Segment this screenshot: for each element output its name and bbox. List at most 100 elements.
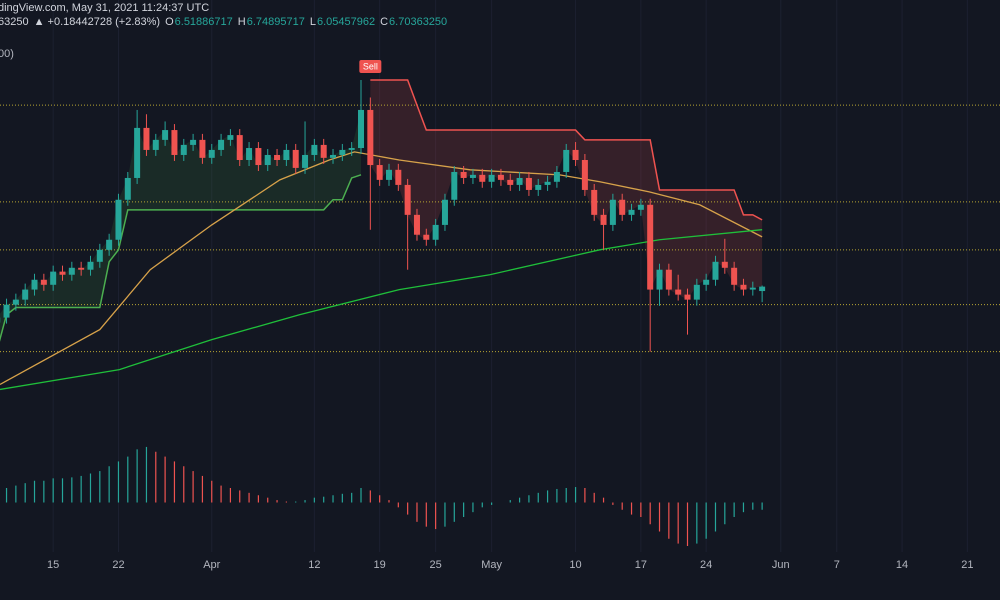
lines xyxy=(0,79,763,391)
header-text: 6.70363250 xyxy=(389,16,447,28)
header-text: 6.05457962 xyxy=(317,16,375,28)
header-source: dingView.com, May 31, 2021 11:24:37 UTC xyxy=(0,2,209,14)
oscillator xyxy=(5,446,763,546)
candle-body xyxy=(376,165,383,180)
candle-body xyxy=(721,261,728,268)
x-tick-label: Apr xyxy=(203,559,220,571)
candle-body xyxy=(358,109,365,149)
header-text: L xyxy=(310,16,316,28)
x-tick-label: 25 xyxy=(430,559,442,571)
candle-body xyxy=(712,261,719,280)
header-text: ▲ +0.18442728 (+2.83%) xyxy=(34,16,160,28)
candle-body xyxy=(292,149,299,168)
x-tick-label: 10 xyxy=(569,559,581,571)
candle-body xyxy=(684,294,691,300)
candle-body xyxy=(190,139,197,145)
candle-body xyxy=(432,224,439,240)
x-tick-label: Jun xyxy=(772,559,790,571)
x-tick-label: 17 xyxy=(635,559,647,571)
sell-label-box xyxy=(359,60,382,73)
candle-body xyxy=(87,261,94,270)
candle-body xyxy=(134,127,141,178)
header-text: 6.51886717 xyxy=(175,16,233,28)
candle-body xyxy=(236,135,243,160)
header-values: 63250 ▲ +0.18442728 (+2.83%) O 6.51886717 H 6… xyxy=(0,16,447,28)
candle-body xyxy=(731,267,738,285)
candle-body xyxy=(311,144,318,155)
candle-body xyxy=(647,204,654,290)
x-tick-label: 14 xyxy=(896,559,908,571)
candle-body xyxy=(171,130,178,155)
candle-body xyxy=(227,135,234,140)
band-line xyxy=(0,174,362,342)
candle-body xyxy=(180,144,187,155)
candle-body xyxy=(162,130,169,140)
ma-line xyxy=(0,151,763,386)
band-line xyxy=(370,79,763,221)
candle-body xyxy=(544,181,551,185)
header-text: 6.74895717 xyxy=(247,16,305,28)
candle-body xyxy=(59,271,66,275)
ma-line xyxy=(0,229,763,391)
sell-label: Sell xyxy=(363,61,378,71)
candle-body xyxy=(22,289,29,300)
candle-body xyxy=(535,184,542,190)
candle-body xyxy=(404,184,411,215)
candle-body xyxy=(330,154,337,158)
candle-body xyxy=(703,279,710,285)
candle-body xyxy=(563,149,570,172)
candle-body xyxy=(115,199,122,240)
candle-body xyxy=(320,144,327,158)
candle-body xyxy=(283,149,290,160)
candle-body xyxy=(619,199,626,215)
candle-body xyxy=(152,139,159,150)
x-tick-label: 15 xyxy=(47,559,59,571)
x-tick-label: 12 xyxy=(308,559,320,571)
labels: 15 22 Apr 12 19 25 May 10 17 24 Jun 7 14 21 Sell xyxy=(47,60,973,571)
band-fill xyxy=(0,109,362,340)
candle-body xyxy=(218,139,225,150)
candle-body xyxy=(507,179,514,185)
candle-body xyxy=(31,279,38,290)
candle-body xyxy=(264,154,271,166)
candle-body xyxy=(441,199,448,225)
header-text: H xyxy=(238,16,246,28)
candle-body xyxy=(451,171,458,200)
candle-body xyxy=(665,269,672,290)
header-text: 63250 xyxy=(0,16,29,28)
candle-body xyxy=(199,139,206,158)
candle-body xyxy=(600,214,607,225)
candle-body xyxy=(497,174,504,180)
candle-body xyxy=(413,214,420,235)
indicator-label: 00) xyxy=(0,48,14,60)
candle-body xyxy=(469,174,476,178)
candle-body xyxy=(675,289,682,295)
candle-body xyxy=(40,279,47,285)
candle-body xyxy=(637,204,644,210)
candle-body xyxy=(740,284,747,290)
candle-body xyxy=(553,171,560,182)
candle-body xyxy=(628,209,635,215)
candle-body xyxy=(50,271,57,285)
candle-body xyxy=(3,304,10,318)
candle-body xyxy=(143,127,150,150)
candle-body xyxy=(385,169,392,180)
candle-body xyxy=(124,177,131,200)
candle-body xyxy=(96,249,103,262)
candle-body xyxy=(302,154,309,168)
header-text: C xyxy=(380,16,388,28)
candle-body xyxy=(208,149,215,158)
candle-body xyxy=(656,269,663,290)
candle-body xyxy=(78,267,85,270)
header-text: O xyxy=(165,16,174,28)
candle-body xyxy=(581,160,588,190)
candle-body xyxy=(479,174,486,182)
candle-body xyxy=(591,189,598,215)
candle-body xyxy=(693,284,700,300)
candle-body xyxy=(395,169,402,185)
x-tick-label: 19 xyxy=(374,559,386,571)
candle-body xyxy=(367,109,374,166)
candle-body xyxy=(488,174,495,182)
candle-body xyxy=(749,287,756,290)
